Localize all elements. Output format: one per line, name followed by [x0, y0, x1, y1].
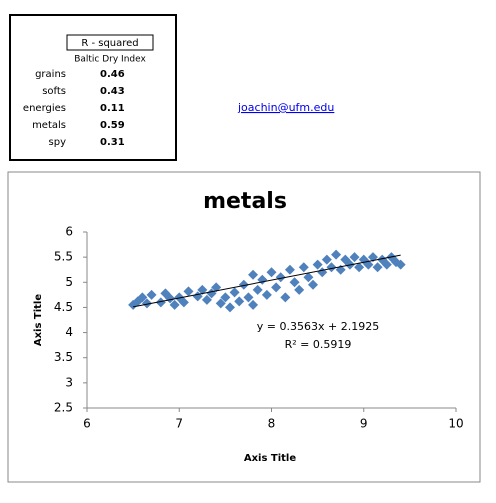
point — [215, 298, 226, 309]
point — [354, 262, 365, 273]
point — [289, 277, 300, 288]
x-tick-label: 10 — [448, 417, 463, 431]
y-tick-label: 3.5 — [54, 350, 73, 364]
trend-equation: y = 0.3563x + 2.1925 — [257, 320, 379, 333]
point — [303, 272, 314, 283]
point — [146, 289, 157, 300]
point — [298, 262, 309, 273]
point — [229, 287, 240, 298]
row-label: grains — [35, 69, 66, 80]
point — [137, 292, 148, 303]
point — [372, 262, 383, 273]
x-tick-label: 7 — [175, 417, 183, 431]
point — [266, 267, 277, 278]
point — [284, 264, 295, 275]
point — [349, 252, 360, 263]
point — [155, 297, 166, 308]
header-box — [66, 34, 154, 51]
point — [248, 299, 259, 310]
row-label: softs — [42, 86, 66, 97]
point — [280, 292, 291, 303]
point — [165, 293, 176, 304]
y-tick-label: 4 — [65, 325, 73, 339]
point — [381, 259, 392, 270]
point — [326, 262, 337, 273]
table-subheader: Baltic Dry Index — [74, 55, 146, 65]
point — [252, 284, 263, 295]
y-tick-label: 4.5 — [54, 300, 73, 314]
row-value: 0.46 — [100, 69, 125, 80]
row-value: 0.43 — [100, 86, 125, 97]
y-tick-label: 3 — [65, 375, 73, 389]
point — [178, 297, 189, 308]
point — [275, 272, 286, 283]
row-value: 0.31 — [100, 137, 125, 148]
point — [271, 282, 282, 293]
point — [197, 284, 208, 295]
trend-r-squared: R² = 0.5919 — [285, 338, 352, 351]
trendline — [133, 254, 401, 308]
point — [294, 284, 305, 295]
point — [248, 269, 259, 280]
table-header: R - squared — [81, 38, 138, 49]
row-label: spy — [49, 137, 67, 148]
y-axis-title: Axis Title — [33, 294, 44, 347]
point — [312, 259, 323, 270]
point — [234, 296, 245, 307]
point — [211, 282, 222, 293]
y-tick-label: 2.5 — [54, 401, 73, 415]
y-tick-label: 6 — [65, 225, 73, 239]
row-value: 0.11 — [100, 103, 125, 114]
point — [321, 254, 332, 265]
x-tick-label: 6 — [83, 417, 91, 431]
x-tick-label: 8 — [268, 417, 276, 431]
point — [261, 289, 272, 300]
point — [238, 279, 249, 290]
chart-box — [7, 171, 481, 483]
y-tick-label: 5.5 — [54, 250, 73, 264]
row-label: metals — [32, 120, 66, 131]
point — [224, 302, 235, 313]
x-tick-label: 9 — [360, 417, 368, 431]
point — [141, 298, 152, 309]
row-value: 0.59 — [100, 120, 125, 131]
x-axis-title: Axis Title — [244, 453, 297, 464]
email-link[interactable]: joachin@ufm.edu — [237, 101, 334, 114]
row-label: energies — [23, 103, 66, 114]
point — [183, 286, 194, 297]
point — [201, 294, 212, 305]
point — [395, 259, 406, 270]
point — [220, 292, 231, 303]
point — [243, 292, 254, 303]
y-tick-label: 5 — [65, 275, 73, 289]
point — [308, 279, 319, 290]
point — [331, 249, 342, 260]
chart-title: metals — [203, 189, 287, 214]
point — [169, 299, 180, 310]
